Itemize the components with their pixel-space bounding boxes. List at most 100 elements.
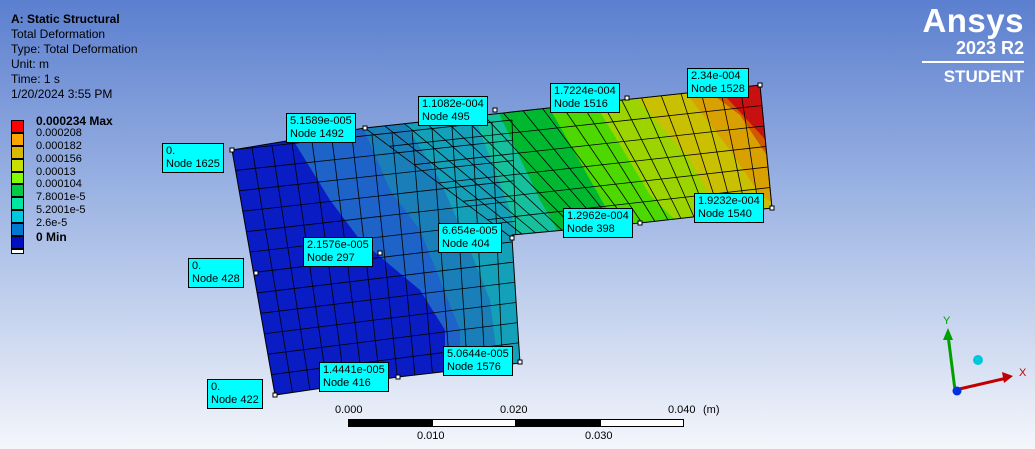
legend-label: 0.000182 [36, 139, 82, 152]
scale-tick-30: 0.030 [585, 430, 613, 442]
legend-row: 0 Min [11, 230, 67, 249]
legend-row: 0.000104 [11, 178, 82, 198]
probe-node-marker [492, 107, 498, 113]
probe-label[interactable]: 0. Node 422 [207, 379, 263, 409]
probe-label[interactable]: 1.2962e-004 Node 398 [563, 208, 633, 238]
probe-node: Node 1625 [166, 158, 220, 170]
probe-node-marker [769, 205, 775, 211]
result-time: Time: 1 s [11, 72, 60, 86]
probe-value: 2.34e-004 [691, 70, 741, 82]
probe-node: Node 297 [307, 252, 355, 264]
legend-label: 0.00013 [36, 165, 76, 178]
probe-node: Node 416 [323, 377, 371, 389]
legend-row: 0.000234 Max [11, 114, 113, 133]
scale-seg-4 [600, 419, 684, 427]
x-axis-arrow [1002, 372, 1013, 383]
legend-swatch [11, 236, 24, 249]
probe-node: Node 1576 [447, 361, 501, 373]
scale-tick-10: 0.010 [417, 430, 445, 442]
probe-label[interactable]: 2.34e-004 Node 1528 [687, 68, 749, 98]
z-axis-marker [952, 386, 962, 396]
probe-label[interactable]: 1.1082e-004 Node 495 [418, 96, 488, 126]
probe-node: Node 404 [442, 238, 490, 250]
probe-label[interactable]: 0. Node 428 [188, 258, 244, 288]
legend-label: 7.8001e-5 [36, 191, 86, 204]
result-unit: Unit: m [11, 57, 50, 71]
probe-value: 5.0644e-005 [447, 348, 509, 360]
legend-swatch [11, 210, 24, 224]
legend-swatch [11, 145, 24, 159]
legend-swatch [11, 120, 24, 133]
probe-node: Node 1492 [290, 128, 344, 140]
legend-row: 0.00013 [11, 166, 76, 185]
legend-swatch [11, 171, 24, 185]
legend-label: 5.2001e-5 [36, 204, 86, 217]
legend-swatch [11, 184, 24, 198]
probe-label[interactable]: 1.7224e-004 Node 1516 [550, 83, 620, 113]
contour-legend[interactable]: 0.000234 Max 0.000208 0.000182 0.000156 0.00… [11, 114, 113, 254]
result-date: 1/20/2024 3:55 PM [11, 87, 113, 101]
probe-value: 2.1576e-005 [307, 239, 369, 251]
legend-label: 0.000104 [36, 178, 82, 191]
probe-node-marker [395, 374, 401, 380]
legend-label: 0.000208 [36, 126, 82, 139]
legend-swatch [11, 132, 24, 146]
y-axis-line [946, 334, 957, 391]
probe-node: Node 1540 [698, 208, 752, 220]
scale-tick-0: 0.000 [335, 404, 363, 416]
probe-label[interactable]: 5.0644e-005 Node 1576 [443, 346, 513, 376]
probe-node-marker [757, 82, 763, 88]
y-axis-arrow [943, 328, 953, 340]
probe-label[interactable]: 1.9232e-004 Node 1540 [694, 193, 764, 223]
probe-value: 1.7224e-004 [554, 85, 616, 97]
x-axis-line [954, 376, 1008, 392]
brand-tier: STUDENT [943, 67, 1024, 86]
legend-label: 0.000234 Max [36, 114, 113, 128]
probe-label[interactable]: 2.1576e-005 Node 297 [303, 237, 373, 267]
axis-triad[interactable]: Y X [935, 310, 1035, 400]
isometric-view-ball[interactable] [973, 355, 983, 365]
probe-node: Node 495 [422, 111, 470, 123]
result-info: A: Static Structural Total Deformation T… [11, 12, 138, 102]
probe-node: Node 422 [211, 394, 259, 406]
result-type: Type: Total Deformation [11, 42, 138, 56]
legend-row: 2.6e-5 [11, 217, 67, 237]
scale-seg-2 [432, 419, 516, 427]
probe-value: 6.654e-005 [442, 225, 498, 237]
probe-node: Node 1516 [554, 98, 608, 110]
probe-label[interactable]: 0. Node 1625 [162, 143, 224, 173]
probe-value: 1.4441e-005 [323, 364, 385, 376]
result-name: Total Deformation [11, 27, 106, 41]
legend-label: 0.000156 [36, 152, 82, 165]
scale-seg-3 [516, 419, 600, 427]
probe-node-marker [272, 392, 278, 398]
probe-value: 0. [211, 381, 221, 393]
probe-label[interactable]: 6.654e-005 Node 404 [438, 223, 502, 253]
legend-label: 2.6e-5 [36, 217, 68, 230]
legend-swatch [11, 197, 24, 211]
scale-tick-20: 0.020 [500, 404, 528, 416]
probe-value: 1.9232e-004 [698, 195, 760, 207]
probe-node-marker [362, 125, 368, 131]
scale-unit: (m) [703, 404, 720, 416]
analysis-title: A: Static Structural [11, 12, 120, 26]
brand-name: Ansys [922, 2, 1024, 39]
brand-divider [922, 61, 1024, 63]
probe-value: 0. [166, 145, 176, 157]
legend-swatch [11, 158, 24, 172]
legend-row: 0.000208 [11, 127, 82, 146]
probe-value: 1.2962e-004 [567, 210, 629, 222]
probe-node-marker [229, 147, 235, 153]
probe-node-marker [253, 270, 259, 276]
probe-label[interactable]: 1.4441e-005 Node 416 [319, 362, 389, 392]
scale-seg-1 [348, 419, 432, 427]
legend-row: 0.000156 [11, 153, 82, 172]
probe-label[interactable]: 5.1589e-005 Node 1492 [286, 113, 356, 143]
ansys-logo: Ansys 2023 R2 STUDENT [922, 4, 1024, 87]
legend-swatch [11, 223, 24, 237]
y-axis-label: Y [943, 315, 951, 327]
legend-row: 0.000182 [11, 140, 82, 159]
probe-node-marker [509, 235, 515, 241]
probe-node-marker [624, 95, 630, 101]
